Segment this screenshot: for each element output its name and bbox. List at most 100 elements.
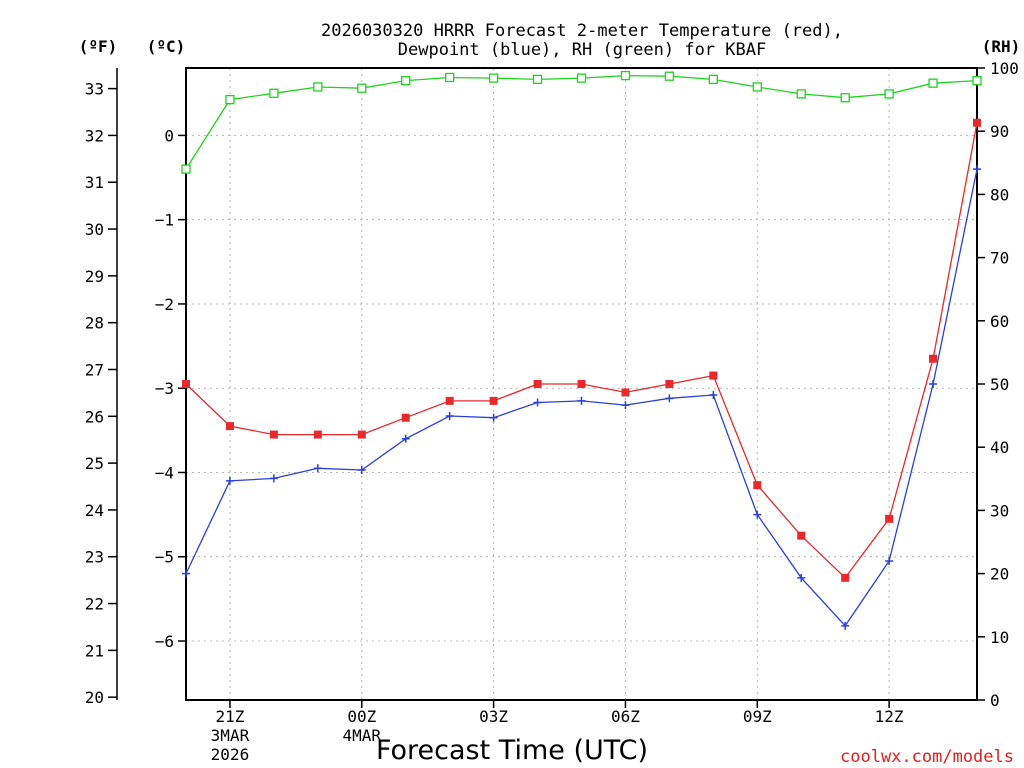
rh-point (620, 70, 631, 81)
celsius-tick-label: −1 (155, 211, 174, 230)
x-tick-label: 09Z (743, 707, 772, 726)
temperature-point (313, 430, 322, 439)
dewpoint-point (665, 394, 674, 403)
x-axis-title: Forecast Time (UTC) (376, 735, 648, 766)
temperature-point (973, 118, 981, 127)
temperature-point (445, 396, 454, 405)
rh-point (664, 71, 675, 81)
fahrenheit-tick-label: 22 (85, 595, 104, 614)
x-tick-label: 21Z (215, 707, 244, 726)
dewpoint-point (973, 165, 981, 174)
fahrenheit-tick-label: 30 (85, 220, 104, 239)
rh-tick-label: 90 (990, 122, 1009, 141)
celsius-tick-label: −3 (155, 379, 174, 398)
temperature-point (665, 380, 674, 388)
dewpoint-point (182, 569, 190, 578)
x-tick-label: 00Z (347, 707, 376, 726)
fahrenheit-tick-label: 33 (85, 80, 104, 99)
rh-tick-label: 50 (990, 375, 1009, 394)
rh-point (576, 73, 587, 83)
temperature-point (797, 531, 806, 540)
credit-text: coolwx.com/models (840, 747, 1014, 767)
temperature-point (182, 380, 190, 388)
rh-point (928, 78, 938, 88)
fahrenheit-tick-label: 25 (85, 454, 104, 473)
temperature-point (225, 422, 234, 431)
celsius-tick-label: −6 (155, 632, 174, 651)
fahrenheit-tick-label: 21 (85, 641, 104, 660)
rh-tick-label: 0 (990, 691, 1000, 710)
rh-tick-label: 80 (990, 185, 1009, 204)
temperature-point (621, 388, 630, 397)
dewpoint-point (225, 476, 234, 485)
dewpoint-point (621, 401, 630, 410)
fahrenheit-tick-label: 23 (85, 548, 104, 567)
temperature-point (709, 371, 718, 380)
fahrenheit-tick-label: 20 (85, 688, 104, 707)
dewpoint-point (269, 474, 278, 483)
celsius-tick-label: −4 (155, 463, 174, 482)
rh-unit-label: (RH) (982, 37, 1021, 56)
rh-point (313, 82, 323, 92)
fahrenheit-tick-label: 24 (85, 501, 104, 520)
rh-tick-label: 40 (990, 438, 1009, 457)
x-tick-date-label: 3MAR (211, 726, 250, 745)
dewpoint-point (929, 380, 938, 388)
dewpoint-point (885, 556, 894, 565)
dewpoint-point (357, 465, 366, 474)
celsius-tick-label: 0 (164, 126, 174, 145)
celsius-tick-label: −2 (155, 295, 174, 314)
rh-line (185, 74, 978, 170)
rh-point (445, 72, 455, 83)
temperature-point (753, 481, 762, 490)
dewpoint-point (401, 434, 410, 443)
temperature-point (929, 354, 938, 363)
fahrenheit-tick-label: 32 (85, 126, 104, 145)
temperature-point (841, 573, 850, 582)
rh-point (884, 89, 894, 99)
rh-tick-label: 30 (990, 501, 1009, 520)
dewpoint-point (797, 573, 806, 582)
rh-point (181, 164, 191, 174)
dewpoint-point (709, 390, 718, 399)
x-tick-label: 03Z (479, 707, 508, 726)
rh-point (269, 88, 279, 98)
x-tick-label: 12Z (875, 707, 904, 726)
temperature-point (885, 514, 894, 523)
dewpoint-point (841, 621, 850, 630)
rh-point (488, 73, 499, 83)
fahrenheit-tick-label: 31 (85, 173, 104, 192)
rh-point (972, 75, 982, 86)
celsius-tick-label: −5 (155, 548, 174, 567)
temperature-point (269, 430, 278, 439)
chart-title-line2: Dewpoint (blue), RH (green) for KBAF (398, 40, 766, 60)
dewpoint-point (489, 413, 498, 422)
dewpoint-point (313, 464, 322, 473)
temperature-line (185, 122, 978, 579)
rh-point (708, 74, 718, 85)
rh-tick-label: 100 (990, 59, 1019, 78)
rh-point (796, 89, 806, 99)
rh-tick-label: 60 (990, 312, 1009, 331)
fahrenheit-tick-label: 28 (85, 314, 104, 333)
temperature-point (489, 396, 498, 405)
rh-point (532, 74, 543, 85)
dewpoint-point (753, 510, 762, 519)
temperature-point (533, 380, 542, 388)
rh-point (225, 94, 235, 105)
temperature-point (577, 380, 586, 388)
rh-tick-label: 20 (990, 565, 1009, 584)
fahrenheit-unit-label: (ºF) (79, 37, 118, 56)
rh-point (752, 82, 762, 92)
rh-tick-label: 10 (990, 628, 1009, 647)
chart-title-line1: 2026030320 HRRR Forecast 2-meter Tempera… (321, 21, 843, 41)
fahrenheit-tick-label: 29 (85, 267, 104, 286)
fahrenheit-tick-label: 27 (85, 360, 104, 379)
x-tick-year-label: 2026 (211, 745, 250, 764)
fahrenheit-tick-label: 26 (85, 407, 104, 426)
rh-tick-label: 70 (990, 249, 1009, 268)
rh-point (401, 75, 411, 86)
rh-point (840, 93, 850, 103)
